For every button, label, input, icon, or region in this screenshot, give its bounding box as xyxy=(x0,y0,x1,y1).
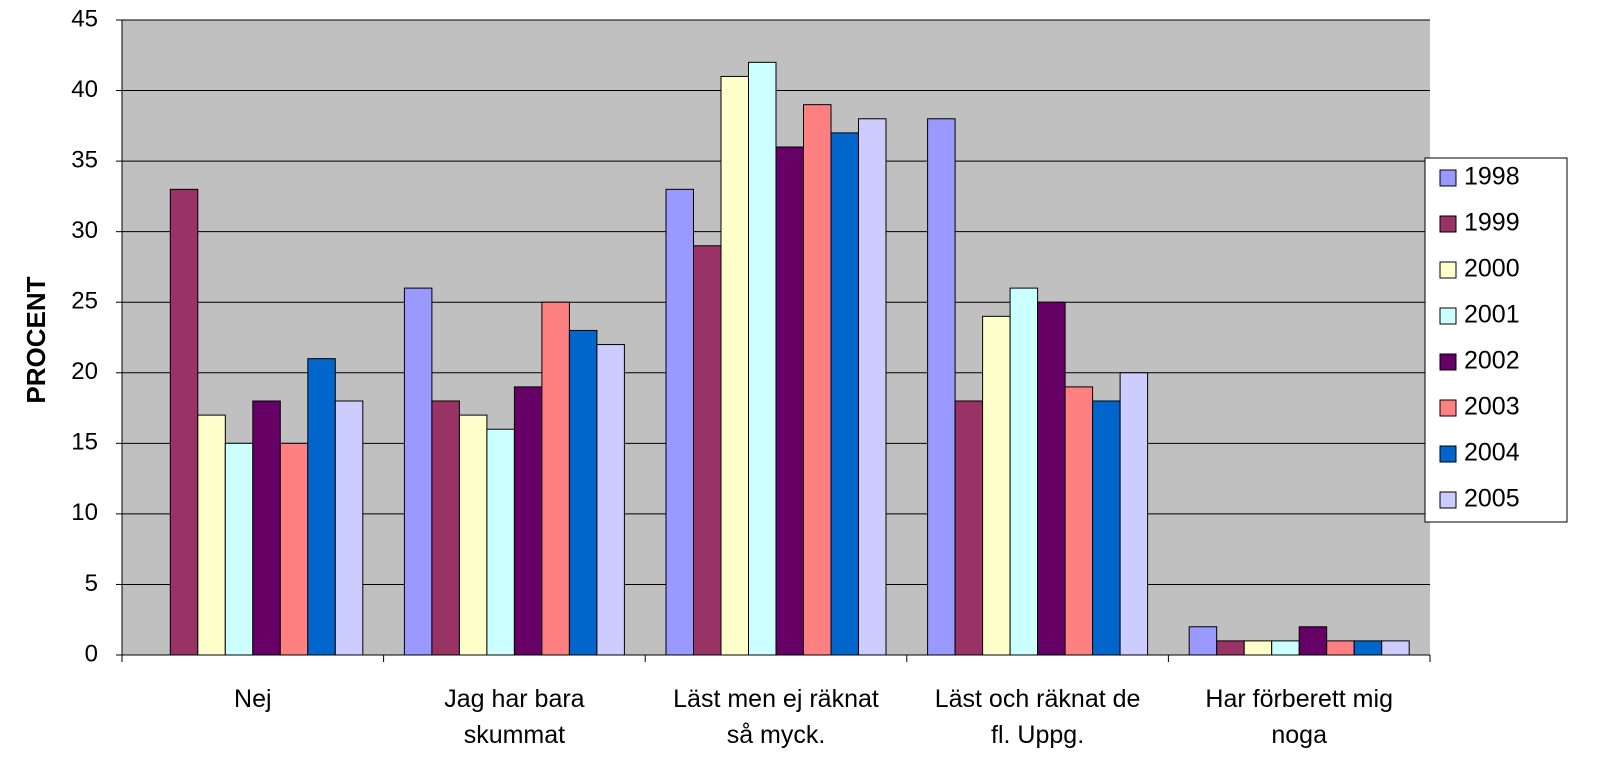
bar xyxy=(541,301,570,656)
bar xyxy=(169,188,199,656)
x-tick-label: Jag har bara skummat xyxy=(444,685,584,749)
bar xyxy=(720,75,749,656)
bar xyxy=(596,344,625,656)
legend-swatch xyxy=(1439,307,1457,325)
bar xyxy=(1092,400,1121,656)
legend-label: 2002 xyxy=(1464,347,1520,375)
bar xyxy=(748,61,777,656)
bar xyxy=(486,428,515,656)
bar xyxy=(1298,626,1328,656)
bar xyxy=(1064,386,1094,656)
x-tick-label: Läst och räknat de fl. Uppg. xyxy=(935,685,1141,749)
bar xyxy=(693,245,722,656)
y-axis-label: PROCENT xyxy=(21,276,51,403)
bar xyxy=(1271,640,1300,656)
legend-label: 2001 xyxy=(1464,301,1520,329)
bar xyxy=(279,442,309,656)
y-tick-label: 30 xyxy=(71,217,98,244)
y-tick-label: 40 xyxy=(71,76,98,103)
bar xyxy=(665,188,694,656)
y-tick-label: 45 xyxy=(71,5,98,32)
bar xyxy=(830,132,859,656)
bar xyxy=(982,315,1011,656)
bar xyxy=(1381,640,1410,656)
legend-swatch xyxy=(1439,491,1457,509)
y-tick-label: 15 xyxy=(71,429,98,456)
bar xyxy=(1353,640,1383,656)
x-tick-label: Nej xyxy=(234,685,272,713)
legend-label: 1999 xyxy=(1464,209,1520,237)
bar xyxy=(775,146,804,656)
bar xyxy=(1037,301,1066,656)
y-tick-label: 5 xyxy=(85,570,98,597)
legend-label: 2005 xyxy=(1464,485,1520,513)
bar xyxy=(334,400,364,656)
legend-swatch xyxy=(1439,445,1457,463)
legend-swatch xyxy=(1439,261,1457,279)
bar xyxy=(431,400,460,656)
bar xyxy=(858,118,887,656)
bar xyxy=(224,442,254,656)
bar xyxy=(197,414,226,656)
legend-swatch xyxy=(1439,399,1457,417)
legend-swatch xyxy=(1439,169,1457,187)
bar xyxy=(803,104,832,656)
bar xyxy=(1119,372,1149,656)
bar xyxy=(403,287,433,656)
bar xyxy=(954,400,984,656)
y-tick-label: 10 xyxy=(71,499,98,526)
x-tick-label: Har förberett mig noga xyxy=(1205,685,1393,749)
bar xyxy=(1009,287,1039,656)
y-tick-label: 0 xyxy=(85,640,98,667)
bar xyxy=(1188,626,1218,656)
bar xyxy=(1326,640,1355,656)
legend-label: 2003 xyxy=(1464,393,1520,421)
bar xyxy=(568,329,598,656)
legend-label: 2004 xyxy=(1464,439,1520,467)
bar xyxy=(307,358,336,656)
legend-label: 1998 xyxy=(1464,163,1520,191)
y-tick-label: 25 xyxy=(71,288,98,315)
x-tick-label: Läst men ej räknat så myck. xyxy=(673,685,879,749)
bar xyxy=(927,118,956,656)
bar xyxy=(1216,640,1245,656)
y-tick-label: 20 xyxy=(71,358,98,385)
bar xyxy=(1243,640,1273,656)
bar xyxy=(252,400,281,656)
legend-label: 2000 xyxy=(1464,255,1520,283)
legend-swatch xyxy=(1439,353,1457,371)
legend-swatch xyxy=(1439,215,1457,233)
y-tick-label: 35 xyxy=(71,146,98,173)
bar xyxy=(513,386,543,656)
bar xyxy=(458,414,488,656)
